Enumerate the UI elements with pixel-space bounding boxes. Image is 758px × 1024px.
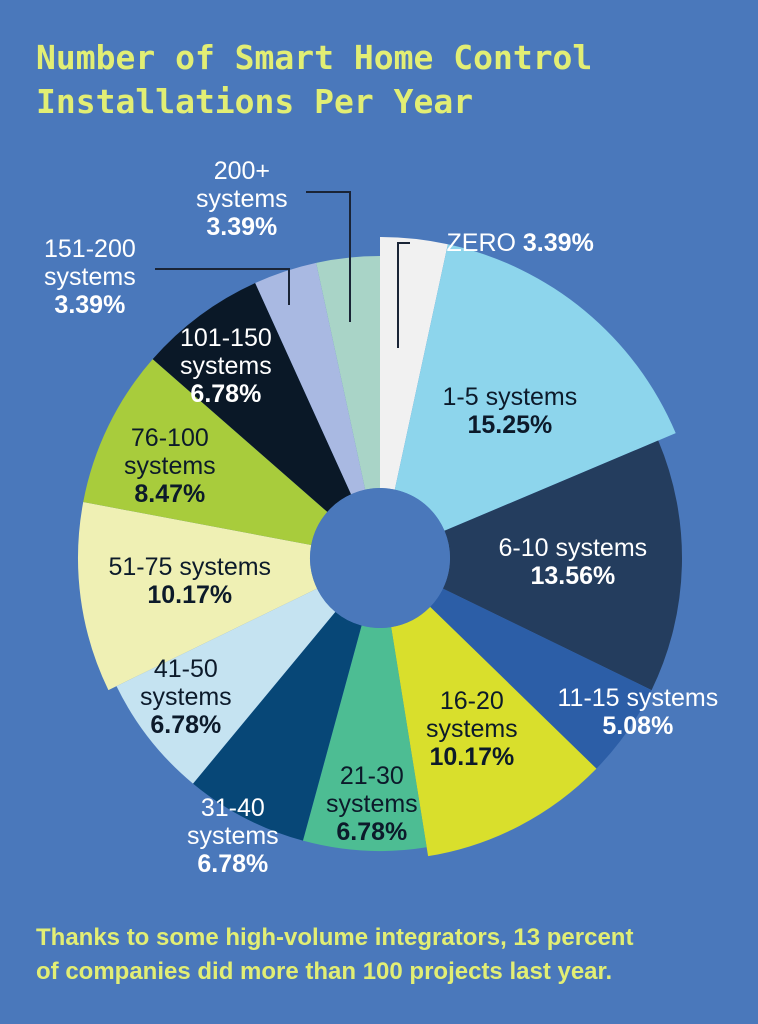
slice-label-13: 200+ systems 3.39% xyxy=(196,157,288,241)
slice-category: 11-15 systems xyxy=(557,684,719,712)
chart-title-line-2: Installations Per Year xyxy=(36,82,474,121)
slice-label-2: 1-5 systems 15.25% xyxy=(443,383,578,439)
pie-slice-2 xyxy=(394,244,676,531)
slice-value: 3.39% xyxy=(522,229,594,257)
slice-category: 1-5 systems xyxy=(442,383,578,411)
slice-label-5: 16-20 systems 10.17% xyxy=(426,687,518,771)
slice-category: systems xyxy=(426,715,518,743)
slice-value: 6.78% xyxy=(150,711,222,739)
slice-value: 6.78% xyxy=(197,850,269,878)
pie-slice-12 xyxy=(255,262,366,495)
slice-label-11: 101-150 systems 6.78% xyxy=(180,324,272,408)
slice-category: 21-30 xyxy=(339,762,404,790)
slice-value: 5.08% xyxy=(602,712,674,740)
caption-line-1: Thanks to some high-volume integrators, … xyxy=(36,924,634,951)
slice-category: 6-10 systems xyxy=(498,534,648,562)
pie-slice-3 xyxy=(442,440,683,691)
slice-category: ZERO xyxy=(446,229,523,257)
slice-category: 51-75 systems xyxy=(108,553,272,581)
pie-slice-1 xyxy=(380,237,448,490)
slice-value: 13.56% xyxy=(530,562,616,590)
slice-category: systems xyxy=(196,185,288,213)
leader-line-2 xyxy=(155,268,290,305)
slice-value: 15.25% xyxy=(467,411,553,439)
slice-label-4: 11-15 systems 5.08% xyxy=(558,684,719,740)
slice-category: 101-150 xyxy=(180,324,272,352)
slice-label-8: 41-50 systems 6.78% xyxy=(140,655,232,739)
slice-category: 151-200 xyxy=(44,235,136,263)
slice-value: 8.47% xyxy=(134,480,206,508)
slice-category: 76-100 xyxy=(130,424,209,452)
slice-category: systems xyxy=(187,822,279,850)
donut-hole xyxy=(310,488,450,628)
caption-line-2: of companies did more than 100 projects … xyxy=(36,958,613,985)
slice-label-7: 31-40 systems 6.78% xyxy=(187,794,279,878)
slice-category: 41-50 xyxy=(153,655,218,683)
slice-value: 3.39% xyxy=(54,291,126,319)
slice-category: systems xyxy=(140,683,232,711)
slice-label-1: ZERO 3.39% xyxy=(447,229,594,257)
pie-slice-7 xyxy=(193,611,362,841)
pie-slice-8 xyxy=(116,588,336,784)
slice-label-6: 21-30 systems 6.78% xyxy=(326,762,418,846)
slice-label-9: 51-75 systems 10.17% xyxy=(109,553,272,609)
slice-category: 200+ xyxy=(213,157,270,185)
slice-category: systems xyxy=(180,352,272,380)
pie-slice-11 xyxy=(152,282,352,512)
slice-value: 10.17% xyxy=(147,581,233,609)
leader-line-3 xyxy=(306,191,351,322)
slice-value: 10.17% xyxy=(429,743,515,771)
chart-title-line-1: Number of Smart Home Control xyxy=(36,38,593,77)
slice-category: systems xyxy=(124,452,216,480)
slice-value: 6.78% xyxy=(190,380,262,408)
pie-slice-10 xyxy=(83,359,328,546)
pie-slice-4 xyxy=(430,588,652,769)
slice-value: 6.78% xyxy=(336,818,408,846)
leader-line-1 xyxy=(397,242,410,348)
slice-value: 3.39% xyxy=(206,213,278,241)
pie-slice-13 xyxy=(316,256,380,490)
pie-slice-6 xyxy=(302,625,427,851)
slice-label-10: 76-100 systems 8.47% xyxy=(124,424,216,508)
slice-category: systems xyxy=(44,263,136,291)
pie-slice-5 xyxy=(391,606,597,857)
slice-label-3: 6-10 systems 13.56% xyxy=(499,534,648,590)
slice-category: 31-40 xyxy=(200,794,265,822)
slice-category: systems xyxy=(326,790,418,818)
pie-slice-9 xyxy=(77,502,318,691)
slice-category: 16-20 xyxy=(439,687,504,715)
slice-label-12: 151-200 systems 3.39% xyxy=(44,235,136,319)
